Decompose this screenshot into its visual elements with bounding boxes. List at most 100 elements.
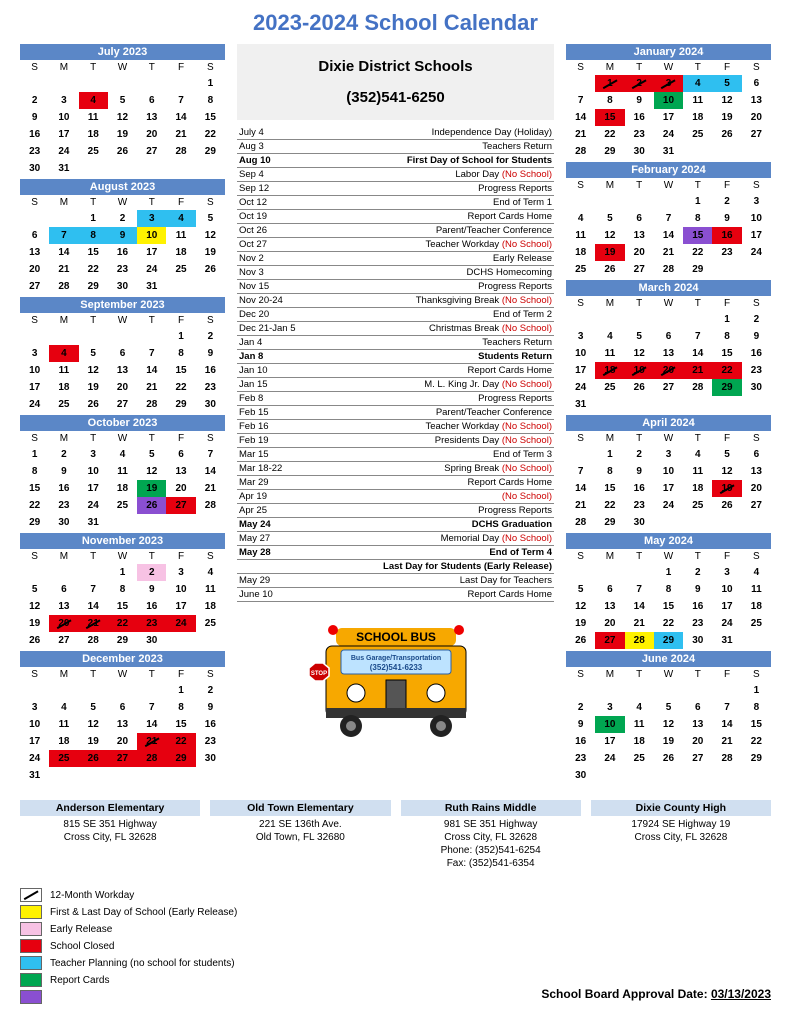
svg-text:(352)541-6233: (352)541-6233	[369, 663, 422, 672]
calendar-day: 20	[166, 480, 195, 497]
day-of-week: W	[108, 667, 137, 682]
calendar-day: 21	[566, 497, 595, 514]
month-block: May 2024 SMTWTFS...123456789101112131415…	[566, 533, 771, 649]
calendar-day: 14	[166, 109, 195, 126]
event-row: Mar 29 Report Cards Home	[237, 476, 554, 490]
calendar-day: 29	[595, 514, 624, 531]
calendar-day: 4	[683, 446, 712, 463]
calendar-day: 29	[108, 632, 137, 649]
calendar-day: 25	[595, 379, 624, 396]
day-of-week: S	[742, 431, 771, 446]
calendar-day: 13	[49, 598, 78, 615]
calendar-day: 10	[20, 716, 49, 733]
calendar-day: 4	[49, 345, 78, 362]
calendar-day: 12	[79, 716, 108, 733]
calendar-day: 2	[683, 564, 712, 581]
calendar-day: 24	[595, 750, 624, 767]
day-of-week: W	[108, 60, 137, 75]
calendar-day: 2	[712, 193, 741, 210]
calendar-day: 14	[49, 244, 78, 261]
calendar-day: 21	[137, 379, 166, 396]
event-row: Nov 20-24 Thanksgiving Break (No School)	[237, 294, 554, 308]
calendar-day: 29	[654, 632, 683, 649]
event-row: Feb 19 Presidents Day (No School)	[237, 434, 554, 448]
calendar-day: 21	[49, 261, 78, 278]
day-of-week: T	[137, 195, 166, 210]
month-header: November 2023	[20, 533, 225, 549]
event-desc: End of Term 2	[493, 309, 552, 320]
calendar-day: 24	[79, 497, 108, 514]
day-of-week: W	[654, 549, 683, 564]
calendar-day: 5	[625, 328, 654, 345]
day-of-week: T	[137, 667, 166, 682]
event-row: June 10 Report Cards Home	[237, 588, 554, 602]
day-of-week: S	[196, 313, 225, 328]
calendar-day: 9	[683, 581, 712, 598]
calendar-day: 24	[742, 244, 771, 261]
calendar-day: 18	[108, 480, 137, 497]
month-block: March 2024 SMTWTFS.....12345678910111213…	[566, 280, 771, 413]
svg-text:Bus Garage/Transportation: Bus Garage/Transportation	[350, 655, 440, 662]
calendar-day: 13	[108, 716, 137, 733]
calendar-day: 16	[137, 598, 166, 615]
calendar-day: 30	[137, 632, 166, 649]
calendar-day: 4	[49, 699, 78, 716]
calendar-day: 7	[625, 581, 654, 598]
calendar-day: 5	[20, 581, 49, 598]
calendar-day: 28	[196, 497, 225, 514]
calendar-day: 17	[654, 480, 683, 497]
event-row: Oct 27 Teacher Workday (No School)	[237, 238, 554, 252]
calendar-day: 25	[49, 750, 78, 767]
events-list: July 4 Independence Day (Holiday) Aug 3 …	[237, 126, 554, 602]
calendar-day: 5	[196, 210, 225, 227]
event-row: Apr 19 (No School)	[237, 490, 554, 504]
calendar-day: 28	[137, 396, 166, 413]
day-of-week: M	[595, 667, 624, 682]
calendar-day: 29	[166, 396, 195, 413]
event-desc: M. L. King Jr. Day (No School)	[424, 379, 552, 390]
event-row: Sep 4 Labor Day (No School)	[237, 168, 554, 182]
day-of-week: T	[683, 296, 712, 311]
calendar-day: 10	[49, 109, 78, 126]
day-of-week: T	[79, 195, 108, 210]
event-date: May 27	[239, 533, 270, 544]
calendar-day: 29	[20, 514, 49, 531]
calendar-day: 7	[566, 463, 595, 480]
schools-row: Anderson Elementary 815 SE 351 Highway C…	[20, 800, 771, 870]
calendar-day: 17	[79, 480, 108, 497]
calendar-day: 3	[595, 699, 624, 716]
calendar-day: 12	[196, 227, 225, 244]
calendar-day: 19	[595, 244, 624, 261]
event-row: Mar 15 End of Term 3	[237, 448, 554, 462]
calendar-day: 28	[566, 514, 595, 531]
calendar-day: 11	[49, 362, 78, 379]
event-row: Jan 15 M. L. King Jr. Day (No School)	[237, 378, 554, 392]
calendar-day: 15	[683, 227, 712, 244]
calendar-day: 17	[166, 598, 195, 615]
calendar-day: 4	[595, 328, 624, 345]
event-date: Apr 25	[239, 505, 267, 516]
calendar-day: 12	[108, 109, 137, 126]
calendar-day: 19	[79, 379, 108, 396]
calendar-day: 3	[79, 446, 108, 463]
school-addr1: 221 SE 136th Ave.	[210, 818, 390, 831]
calendar-day: 24	[20, 750, 49, 767]
day-of-week: F	[712, 549, 741, 564]
month-block: November 2023 SMTWTFS...1234567891011121…	[20, 533, 225, 649]
calendar-day: 22	[595, 497, 624, 514]
month-header: June 2024	[566, 651, 771, 667]
day-of-week: M	[595, 431, 624, 446]
calendar-day: 21	[683, 362, 712, 379]
page-title: 2023-2024 School Calendar	[20, 10, 771, 36]
calendar-day: 28	[137, 750, 166, 767]
approval-line: School Board Approval Date: 03/13/2023	[20, 987, 771, 1001]
month-block: June 2024 SMTWTFS......12345678910111213…	[566, 651, 771, 784]
calendar-day: 14	[137, 716, 166, 733]
school-name: Ruth Rains Middle	[401, 800, 581, 816]
event-desc: Report Cards Home	[468, 365, 552, 376]
month-block: September 2023 SMTWTFS.....1234567891011…	[20, 297, 225, 413]
school-block: Old Town Elementary 221 SE 136th Ave. Ol…	[210, 800, 390, 870]
event-desc: Last Day for Students (Early Release)	[383, 561, 552, 572]
day-of-week: W	[108, 549, 137, 564]
calendar-day: 25	[196, 615, 225, 632]
